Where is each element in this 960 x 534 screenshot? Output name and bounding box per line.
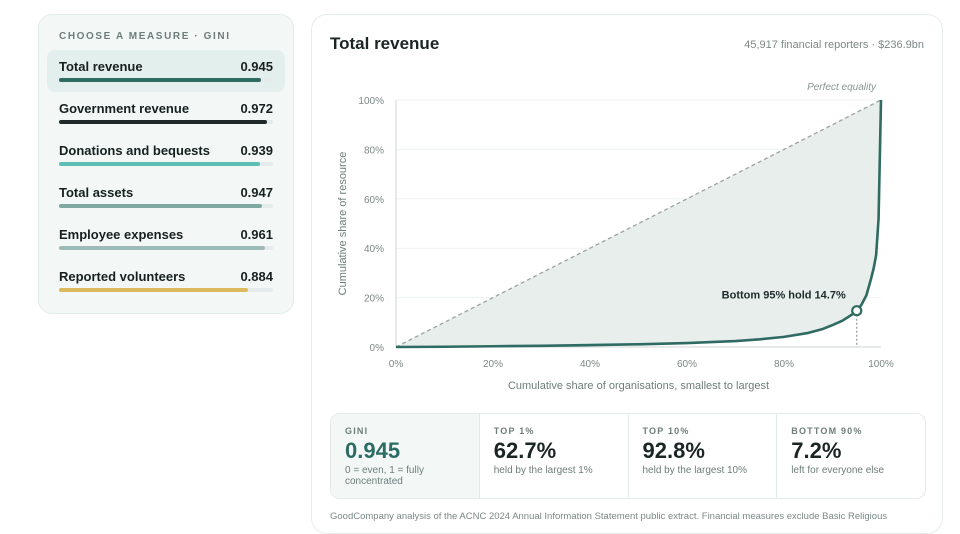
measure-row: Reported volunteers 0.884 — [59, 260, 273, 284]
measure-gini-value: 0.972 — [240, 101, 273, 116]
measure-gini-value: 0.945 — [240, 59, 273, 74]
gini-bar-fill — [59, 120, 267, 124]
measure-label: Total assets — [59, 185, 134, 200]
measure-label: Total revenue — [59, 59, 143, 74]
measure-gini-value: 0.939 — [240, 143, 273, 158]
chart-panel: Total revenue 45,917 financial reporters… — [311, 14, 943, 534]
gini-bar-fill — [59, 204, 262, 208]
y-axis-title: Cumulative share of resource — [337, 152, 349, 296]
stat-value: 92.8% — [642, 438, 705, 463]
measure-label: Employee expenses — [59, 227, 184, 242]
stat-value: 0.945 — [345, 438, 401, 463]
stat-value: 7.2% — [791, 438, 842, 463]
measure-list: Total revenue 0.945 Government revenue 0.97… — [47, 50, 285, 302]
measure-label: Donations and bequests — [59, 143, 210, 158]
measure-item[interactable]: Employee expenses 0.961 — [47, 218, 285, 260]
y-tick-label: 60% — [364, 195, 384, 206]
measure-gini-value: 0.884 — [240, 269, 273, 284]
x-tick-label: 20% — [483, 359, 503, 370]
stat-caption: 0 = even, 1 = fully concentrated — [345, 465, 424, 487]
y-tick-label: 0% — [370, 343, 385, 354]
measure-item[interactable]: Government revenue 0.972 — [47, 92, 285, 134]
measure-gini-value: 0.961 — [240, 227, 273, 242]
stat-bottom-90: BOTTOM 90% 7.2% left for everyone else — [776, 414, 925, 498]
stat-label: TOP 10% — [642, 426, 690, 436]
gini-bar-track — [59, 120, 273, 124]
measure-item[interactable]: Donations and bequests 0.939 — [47, 134, 285, 176]
measure-row: Government revenue 0.972 — [59, 92, 273, 116]
measure-row: Employee expenses 0.961 — [59, 218, 273, 242]
measure-label: Reported volunteers — [59, 269, 186, 284]
stat-label: TOP 1% — [493, 426, 535, 436]
stat-label: BOTTOM 90% — [791, 426, 863, 436]
x-tick-label: 80% — [774, 359, 794, 370]
measure-item[interactable]: Reported volunteers 0.884 — [47, 260, 285, 302]
gini-bar-track — [59, 288, 273, 292]
y-tick-label: 40% — [364, 244, 384, 255]
gini-bar-track — [59, 204, 273, 208]
stat-caption: held by the largest 10% — [642, 465, 748, 476]
measure-row: Total revenue 0.945 — [59, 50, 273, 74]
stat-caption: left for everyone else — [791, 465, 885, 476]
gini-bar-track — [59, 78, 273, 82]
lorenz-curve — [395, 99, 883, 349]
panel-meta: 45,917 financial reporters · $236.9bn — [744, 39, 924, 51]
x-tick-label: 60% — [677, 359, 697, 370]
stat-value: 62.7% — [493, 438, 557, 463]
annotation-marker — [851, 305, 863, 317]
measure-row: Total assets 0.947 — [59, 176, 273, 200]
measure-item[interactable]: Total assets 0.947 — [47, 176, 285, 218]
gini-bar-fill — [59, 246, 265, 250]
gini-bar-track — [59, 246, 273, 250]
measure-selector: CHOOSE A MEASURE · GINI Total revenue 0.9… — [38, 14, 294, 314]
annotation-label: Bottom 95% hold 14.7% — [722, 290, 846, 302]
x-tick-label: 40% — [580, 359, 600, 370]
stat-top-10: TOP 10% 92.8% held by the largest 10% — [627, 414, 777, 498]
stats-row: GINI 0.945 0 = even, 1 = fully concentra… — [330, 413, 926, 499]
y-tick-label: 100% — [358, 96, 384, 107]
y-tick-label: 80% — [364, 145, 384, 156]
panel-title: Total revenue — [330, 34, 440, 53]
x-axis-title: Cumulative share of organisations, small… — [508, 380, 769, 392]
x-tick-label: 100% — [868, 359, 894, 370]
stat-label: GINI — [345, 426, 369, 436]
stat-caption: held by the largest 1% — [493, 465, 593, 476]
sidebar-title: CHOOSE A MEASURE · GINI — [59, 31, 231, 42]
lorenz-chart: 0% 0% 20% 20% 40% 40% 60% 60% 80% 80% 100% 100% Cumu… — [337, 82, 894, 392]
gini-bar-fill — [59, 78, 262, 82]
equality-label: Perfect equality — [807, 82, 877, 93]
measure-item[interactable]: Total revenue 0.945 — [47, 50, 285, 92]
footnote: GoodCompany analysis of the ACNC 2024 An… — [330, 511, 888, 522]
gini-bar-fill — [59, 288, 249, 292]
gini-bar-fill — [59, 162, 260, 166]
x-tick-label: 0% — [389, 359, 404, 370]
stat-gini: GINI 0.945 0 = even, 1 = fully concentra… — [331, 414, 479, 498]
stat-top-1: TOP 1% 62.7% held by the largest 1% — [478, 414, 628, 498]
measure-label: Government revenue — [59, 101, 190, 116]
gini-bar-track — [59, 162, 273, 166]
measure-row: Donations and bequests 0.939 — [59, 134, 273, 158]
measure-gini-value: 0.947 — [240, 185, 273, 200]
y-tick-label: 20% — [364, 294, 384, 305]
